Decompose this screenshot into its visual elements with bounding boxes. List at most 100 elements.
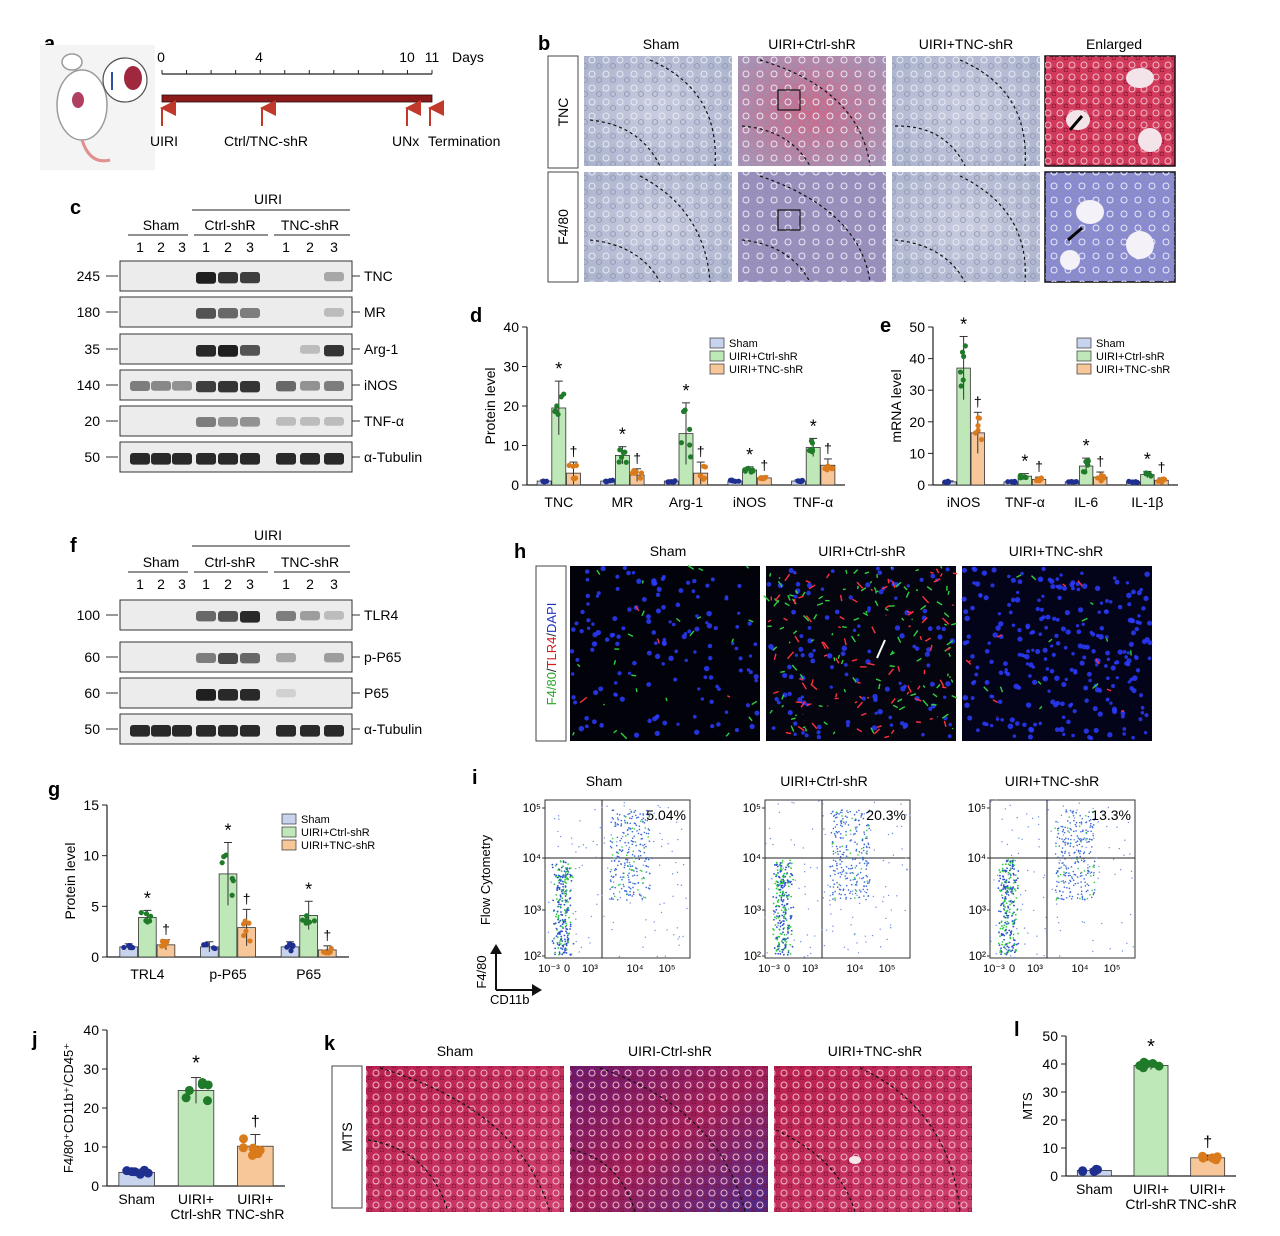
event-dot — [667, 843, 669, 845]
event-dot — [822, 815, 824, 817]
event-dot — [846, 877, 849, 880]
tlr4-signal — [856, 681, 861, 684]
dapi-nucleus — [824, 615, 830, 620]
event-dot — [575, 933, 577, 935]
blot-band — [151, 725, 171, 737]
event-dot — [783, 933, 786, 936]
dapi-nucleus — [927, 626, 933, 632]
event-dot — [825, 929, 828, 931]
data-point — [242, 918, 248, 924]
event-dot — [628, 861, 631, 864]
event-dot — [865, 885, 868, 888]
event-dot — [839, 871, 842, 874]
event-dot — [840, 837, 842, 839]
legend-label: UIRI+TNC-shR — [301, 840, 375, 852]
significance-dagger: † — [974, 393, 982, 409]
event-dot — [612, 809, 615, 812]
event-dot — [630, 817, 633, 820]
event-dot — [637, 855, 640, 857]
event-dot — [569, 923, 572, 926]
dapi-nucleus — [636, 578, 642, 584]
event-dot — [782, 953, 785, 956]
tlr4-signal — [1077, 580, 1083, 587]
dapi-nucleus — [1134, 626, 1139, 632]
dapi-nucleus — [584, 569, 590, 574]
dapi-nucleus — [570, 627, 576, 632]
panel-letter-l: l — [1014, 1019, 1020, 1041]
event-dot — [1042, 896, 1045, 899]
event-dot — [627, 894, 630, 896]
event-dot — [853, 876, 856, 879]
dapi-nucleus — [655, 592, 661, 597]
event-dot — [804, 893, 806, 895]
dapi-nucleus — [596, 591, 601, 596]
data-point — [1084, 461, 1090, 467]
data-point — [745, 465, 751, 471]
event-dot — [1004, 916, 1007, 919]
event-dot — [559, 943, 562, 945]
event-dot — [1089, 872, 1092, 874]
event-dot — [780, 940, 783, 942]
dapi-nucleus — [617, 671, 622, 676]
event-dot — [784, 938, 787, 941]
x-tick-label: IL-1β — [1131, 494, 1163, 510]
event-dot — [834, 873, 836, 876]
data-point — [750, 467, 756, 473]
event-dot — [1062, 828, 1065, 831]
data-point — [241, 932, 247, 939]
event-dot — [793, 939, 795, 941]
event-dot — [777, 803, 779, 805]
event-dot — [1086, 837, 1088, 840]
event-dot — [1021, 838, 1023, 841]
data-point — [1154, 1061, 1164, 1071]
event-dot — [560, 883, 562, 885]
quadrant-percent: 5.04% — [646, 807, 686, 823]
tlr4-signal — [906, 610, 913, 614]
event-dot — [555, 935, 558, 938]
event-dot — [1080, 890, 1083, 893]
col-label: UIRI+Ctrl-shR — [818, 543, 906, 559]
dapi-nucleus — [1107, 732, 1113, 738]
data-point — [672, 478, 678, 484]
f480-signal — [916, 657, 922, 662]
data-point — [246, 920, 252, 926]
tick-0: 0 — [157, 49, 165, 65]
dapi-nucleus — [1050, 584, 1056, 590]
tlr4-signal — [784, 573, 791, 582]
col-label: UIRI+Ctrl-shR — [768, 36, 856, 52]
f480-signal — [983, 686, 989, 692]
dapi-nucleus — [1108, 600, 1113, 604]
event-dot — [1011, 888, 1013, 891]
dapi-nucleus — [793, 594, 798, 599]
dapi-nucleus — [1020, 571, 1024, 576]
dapi-nucleus — [692, 578, 697, 584]
f480-signal — [889, 651, 895, 656]
dapi-nucleus — [655, 608, 662, 614]
event-dot — [832, 925, 834, 927]
event-dot — [1043, 954, 1045, 957]
flow-ylabel: Flow Cytometry — [478, 834, 493, 925]
event-dot — [1079, 875, 1082, 877]
event-dot — [799, 940, 802, 943]
event-dot — [554, 947, 556, 950]
event-dot — [1012, 936, 1015, 939]
dapi-nucleus — [1049, 668, 1055, 674]
f480-signal — [769, 572, 772, 577]
event-dot — [565, 893, 568, 896]
event-dot — [832, 930, 834, 932]
data-point — [687, 442, 693, 448]
event-dot — [636, 830, 638, 832]
event-dot — [1013, 879, 1016, 882]
blot-band — [218, 345, 238, 357]
event-dot — [570, 953, 573, 956]
dapi-nucleus — [724, 596, 729, 601]
tlr4-signal — [843, 638, 847, 646]
event-dot — [809, 866, 812, 869]
blot-band — [218, 611, 238, 622]
event-dot — [1062, 855, 1064, 857]
event-dot — [781, 881, 784, 884]
event-dot — [1063, 831, 1066, 834]
event-dot — [548, 901, 550, 904]
event-dot — [644, 860, 646, 862]
event-dot — [995, 924, 997, 927]
